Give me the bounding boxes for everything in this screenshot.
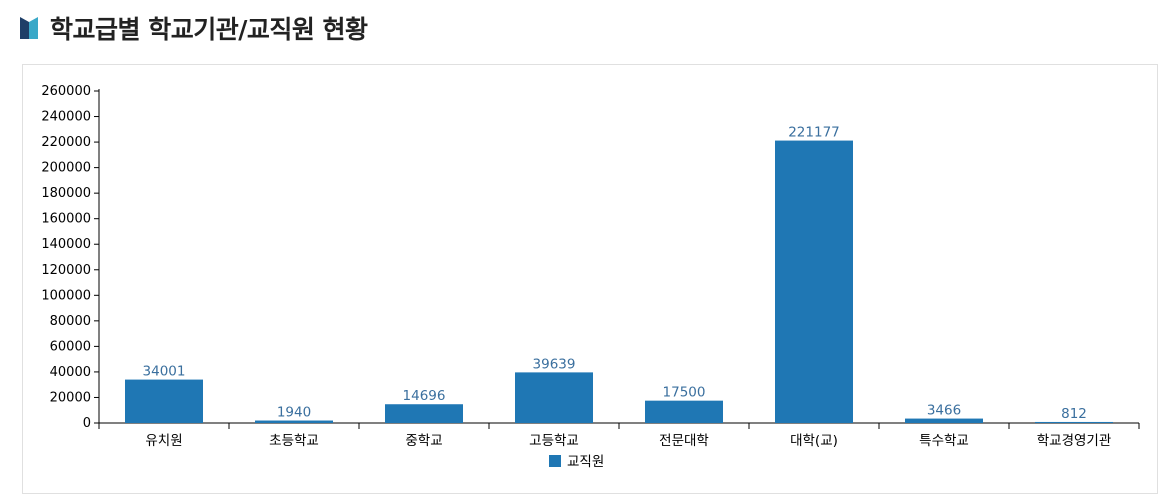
y-tick-label: 260000 (41, 84, 91, 99)
page-title: 학교급별 학교기관/교직원 현황 (50, 15, 368, 44)
x-tick-label: 중학교 (405, 433, 442, 449)
bar-7[interactable] (905, 418, 983, 423)
y-tick-label: 240000 (41, 110, 91, 125)
bar-8[interactable] (1035, 421, 1113, 423)
x-tick-label: 대학(교) (790, 433, 838, 449)
bar-3[interactable] (385, 404, 463, 423)
x-tick-label: 전문대학 (659, 433, 709, 449)
data-label: 39639 (533, 356, 576, 372)
y-tick-label: 20000 (50, 390, 91, 405)
x-tick-label: 특수학교 (919, 433, 969, 449)
bar-5[interactable] (645, 400, 723, 423)
data-label: 3466 (927, 403, 961, 419)
y-tick-label: 120000 (41, 263, 91, 278)
bar-1[interactable] (125, 379, 203, 423)
data-label: 221177 (788, 125, 840, 141)
y-tick-label: 60000 (50, 339, 91, 354)
y-tick-label: 0 (83, 416, 91, 431)
y-tick-label: 160000 (41, 212, 91, 227)
data-label: 17500 (663, 385, 706, 401)
y-tick-label: 80000 (50, 314, 91, 329)
header: 학교급별 학교기관/교직원 현황 (20, 8, 368, 48)
bar-2[interactable] (255, 420, 333, 423)
y-tick-label: 180000 (41, 186, 91, 201)
bar-4[interactable] (515, 372, 593, 423)
y-tick-label: 100000 (41, 288, 91, 303)
bar-chart: 0 20000 40000 60000 80000 100000 120000 140000 1… (41, 84, 1140, 470)
y-tick-label: 220000 (41, 135, 91, 150)
legend-label: 교직원 (567, 454, 604, 470)
data-label: 1940 (277, 405, 311, 421)
x-tick-label: 고등학교 (529, 433, 579, 449)
bar-6[interactable] (775, 140, 853, 423)
logo-icon (20, 17, 38, 39)
x-tick-label: 학교경영기관 (1037, 433, 1112, 449)
data-label: 34001 (143, 364, 186, 380)
data-label: 14696 (403, 388, 446, 404)
legend-swatch (549, 455, 561, 467)
y-tick-label: 140000 (41, 237, 91, 252)
x-tick-label: 초등학교 (269, 433, 319, 449)
data-label: 812 (1061, 406, 1087, 422)
y-tick-label: 40000 (50, 365, 91, 380)
chart-panel: 0 20000 40000 60000 80000 100000 120000 140000 1… (22, 64, 1158, 494)
x-tick-label: 유치원 (145, 433, 182, 449)
y-tick-label: 200000 (41, 161, 91, 176)
